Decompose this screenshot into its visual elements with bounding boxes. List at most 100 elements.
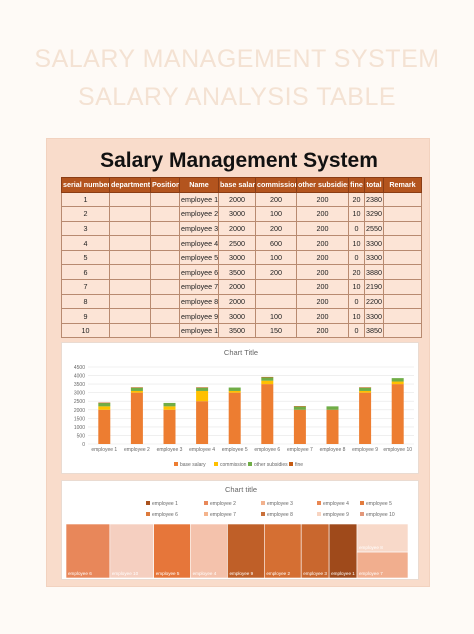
table-cell[interactable]: 100 bbox=[255, 249, 297, 266]
bar-segment[interactable] bbox=[228, 390, 241, 393]
bar-segment[interactable] bbox=[359, 387, 372, 391]
bar-segment[interactable] bbox=[130, 387, 143, 388]
table-cell[interactable] bbox=[150, 308, 180, 324]
table-cell[interactable]: 150 bbox=[255, 322, 297, 339]
bar-segment[interactable] bbox=[130, 392, 143, 444]
table-cell[interactable] bbox=[383, 322, 422, 339]
table-cell[interactable]: 100 bbox=[255, 308, 297, 324]
bar-segment[interactable] bbox=[196, 390, 209, 402]
table-cell[interactable]: 200 bbox=[255, 220, 297, 237]
table-cell[interactable]: 3000 bbox=[218, 308, 256, 324]
table-cell[interactable]: 3000 bbox=[218, 206, 256, 222]
table-cell[interactable]: 200 bbox=[296, 235, 349, 251]
table-cell[interactable]: 0 bbox=[348, 322, 365, 339]
table-cell[interactable] bbox=[109, 322, 151, 339]
table-cell[interactable]: 2000 bbox=[218, 293, 256, 310]
table-cell[interactable]: 2000 bbox=[218, 191, 256, 208]
table-cell[interactable]: employee 1 bbox=[179, 191, 219, 208]
table-cell[interactable]: 3300 bbox=[364, 308, 384, 324]
table-cell[interactable]: employee 9 bbox=[179, 308, 219, 324]
table-cell[interactable]: employee 2 bbox=[179, 206, 219, 222]
bar-segment[interactable] bbox=[293, 409, 306, 444]
bar-segment[interactable] bbox=[391, 381, 404, 385]
table-cell[interactable] bbox=[109, 191, 151, 208]
bar-segment[interactable] bbox=[391, 384, 404, 444]
table-cell[interactable]: 3 bbox=[61, 220, 110, 237]
bar-segment[interactable] bbox=[130, 390, 143, 393]
table-cell[interactable]: 2500 bbox=[218, 235, 256, 251]
bar-segment[interactable] bbox=[163, 409, 176, 444]
table-cell[interactable] bbox=[109, 308, 151, 324]
table-cell[interactable]: 7 bbox=[61, 279, 110, 295]
table-cell[interactable] bbox=[150, 249, 180, 266]
treemap-tile[interactable] bbox=[356, 551, 409, 579]
table-cell[interactable]: 2000 bbox=[218, 220, 256, 237]
table-cell[interactable]: 0 bbox=[348, 293, 365, 310]
table-cell[interactable] bbox=[383, 249, 422, 266]
treemap-tile[interactable] bbox=[109, 523, 154, 579]
table-cell[interactable]: 8 bbox=[61, 293, 110, 310]
treemap-tile[interactable] bbox=[190, 523, 228, 579]
bar-segment[interactable] bbox=[228, 387, 241, 391]
treemap-tile[interactable] bbox=[300, 523, 330, 579]
table-cell[interactable]: 2190 bbox=[364, 279, 384, 295]
bar-segment[interactable] bbox=[359, 392, 372, 444]
treemap-tile[interactable] bbox=[153, 523, 191, 579]
table-cell[interactable]: 200 bbox=[296, 249, 349, 266]
table-cell[interactable]: 10 bbox=[348, 308, 365, 324]
table-cell[interactable]: employee 7 bbox=[179, 279, 219, 295]
table-cell[interactable]: 3880 bbox=[364, 264, 384, 281]
bar-segment[interactable] bbox=[163, 402, 176, 407]
table-cell[interactable] bbox=[383, 264, 422, 281]
table-cell[interactable] bbox=[150, 293, 180, 310]
table-cell[interactable] bbox=[109, 264, 151, 281]
bar-segment[interactable] bbox=[98, 409, 111, 444]
bar-segment[interactable] bbox=[196, 387, 209, 388]
treemap-tile[interactable] bbox=[328, 523, 358, 579]
bar-segment[interactable] bbox=[261, 380, 274, 385]
table-cell[interactable] bbox=[150, 206, 180, 222]
table-cell[interactable] bbox=[383, 191, 422, 208]
bar-segment[interactable] bbox=[359, 387, 372, 388]
table-cell[interactable] bbox=[150, 191, 180, 208]
table-cell[interactable]: 5 bbox=[61, 249, 110, 266]
table-cell[interactable] bbox=[383, 308, 422, 324]
bar-segment[interactable] bbox=[196, 387, 209, 391]
table-cell[interactable] bbox=[383, 235, 422, 251]
table-cell[interactable]: 200 bbox=[296, 322, 349, 339]
table-cell[interactable]: 3850 bbox=[364, 322, 384, 339]
table-cell[interactable]: 10 bbox=[348, 235, 365, 251]
table-cell[interactable]: 600 bbox=[255, 235, 297, 251]
bar-segment[interactable] bbox=[293, 406, 306, 410]
table-cell[interactable]: 3500 bbox=[218, 322, 256, 339]
bar-segment[interactable] bbox=[261, 377, 274, 381]
bar-segment[interactable] bbox=[359, 390, 372, 393]
bar-segment[interactable] bbox=[98, 406, 111, 410]
table-cell[interactable]: 4 bbox=[61, 235, 110, 251]
table-cell[interactable] bbox=[255, 293, 297, 310]
table-cell[interactable]: 200 bbox=[296, 220, 349, 237]
table-cell[interactable]: 200 bbox=[296, 191, 349, 208]
table-cell[interactable]: 0 bbox=[348, 249, 365, 266]
table-cell[interactable]: 1 bbox=[61, 191, 110, 208]
bar-segment[interactable] bbox=[163, 406, 176, 410]
table-cell[interactable]: 0 bbox=[348, 220, 365, 237]
bar-segment[interactable] bbox=[98, 402, 111, 407]
table-cell[interactable]: 2200 bbox=[364, 293, 384, 310]
table-cell[interactable]: employee 3 bbox=[179, 220, 219, 237]
table-cell[interactable]: employee 5 bbox=[179, 249, 219, 266]
table-cell[interactable]: 10 bbox=[348, 206, 365, 222]
table-cell[interactable]: 20 bbox=[348, 264, 365, 281]
table-cell[interactable]: 2 bbox=[61, 206, 110, 222]
table-cell[interactable]: employee 8 bbox=[179, 293, 219, 310]
bar-segment[interactable] bbox=[293, 406, 306, 407]
table-cell[interactable]: 200 bbox=[255, 191, 297, 208]
bar-segment[interactable] bbox=[391, 378, 404, 382]
table-cell[interactable] bbox=[150, 235, 180, 251]
table-cell[interactable] bbox=[150, 279, 180, 295]
table-cell[interactable]: 200 bbox=[296, 293, 349, 310]
table-cell[interactable]: 200 bbox=[296, 206, 349, 222]
bar-segment[interactable] bbox=[326, 409, 339, 444]
table-cell[interactable] bbox=[383, 279, 422, 295]
table-cell[interactable]: 200 bbox=[296, 279, 349, 295]
